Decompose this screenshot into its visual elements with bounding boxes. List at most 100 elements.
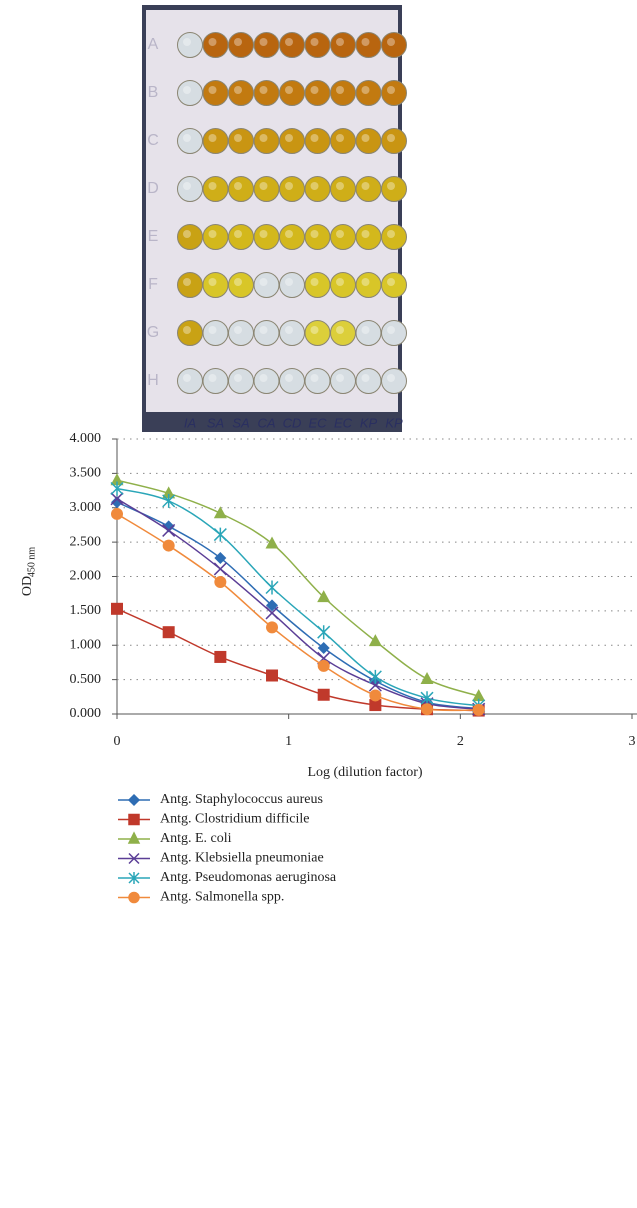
- well: [177, 128, 203, 154]
- legend-label: Antg. Staphylococcus aureus: [160, 792, 323, 807]
- well: [228, 224, 254, 250]
- marker: [317, 688, 330, 701]
- y-tick-label: 3.000: [70, 500, 102, 515]
- well: [330, 224, 356, 250]
- well: [228, 368, 254, 394]
- y-axis-title-main: OD: [20, 576, 35, 596]
- plate: [146, 10, 398, 412]
- plate-photo: [142, 5, 407, 432]
- well: [202, 320, 229, 346]
- well-highlight: [183, 134, 191, 142]
- legend-marker: [128, 852, 140, 865]
- column-label: SA: [207, 415, 224, 430]
- well-highlight: [234, 374, 242, 382]
- well: [202, 224, 229, 250]
- well-highlight: [310, 86, 319, 94]
- well-highlight: [259, 134, 268, 142]
- well: [253, 368, 280, 394]
- y-tick-label: 2.000: [70, 569, 102, 584]
- column-label: CD: [283, 415, 302, 430]
- well-highlight: [336, 374, 344, 382]
- legend-label: Antg. Salmonella spp.: [160, 890, 284, 905]
- well: [355, 272, 382, 298]
- well-highlight: [310, 374, 319, 382]
- legend-marker: [128, 872, 140, 884]
- column-label: KP: [385, 415, 403, 430]
- well: [253, 80, 280, 106]
- well: [355, 320, 382, 346]
- marker: [110, 481, 124, 496]
- marker: [265, 606, 279, 620]
- well: [355, 80, 382, 106]
- well: [177, 224, 203, 250]
- well: [202, 80, 229, 106]
- column-label: EC: [308, 415, 327, 430]
- well: [253, 320, 280, 346]
- well-highlight: [234, 182, 242, 190]
- well: [304, 272, 331, 298]
- well: [355, 176, 382, 202]
- well: [177, 80, 203, 106]
- well-highlight: [234, 38, 242, 46]
- row-label: B: [148, 84, 159, 101]
- marker: [317, 590, 331, 603]
- well: [202, 176, 229, 202]
- well-highlight: [259, 230, 268, 238]
- well-highlight: [234, 86, 242, 94]
- well-highlight: [285, 374, 293, 382]
- well-highlight: [208, 182, 217, 190]
- marker: [369, 699, 382, 712]
- well-highlight: [310, 182, 319, 190]
- marker: [213, 527, 227, 542]
- well-highlight: [361, 230, 370, 238]
- well-highlight: [361, 326, 370, 334]
- well: [355, 224, 382, 250]
- x-tick-label: 0: [114, 734, 121, 749]
- well-highlight: [208, 326, 217, 334]
- well: [202, 32, 229, 58]
- well: [381, 176, 407, 202]
- well: [279, 368, 305, 394]
- well-highlight: [387, 230, 395, 238]
- series-line: [116, 513, 479, 712]
- well-highlight: [285, 278, 293, 286]
- well-highlight: [259, 326, 268, 334]
- well: [381, 272, 407, 298]
- row-label: G: [147, 324, 159, 341]
- well: [381, 32, 407, 58]
- well-highlight: [361, 38, 370, 46]
- well-highlight: [361, 278, 370, 286]
- well: [381, 320, 407, 346]
- well: [381, 128, 407, 154]
- well-highlight: [285, 38, 293, 46]
- y-tick-label: 3.500: [70, 466, 102, 481]
- well: [304, 368, 331, 394]
- well-highlight: [183, 230, 191, 238]
- well-highlight: [387, 38, 395, 46]
- x-tick-label: 2: [457, 734, 464, 749]
- well: [279, 80, 305, 106]
- row-label: F: [148, 276, 158, 293]
- column-label: SA: [232, 415, 249, 430]
- marker: [317, 659, 330, 672]
- series-line: [116, 487, 479, 707]
- well-highlight: [310, 230, 319, 238]
- well-highlight: [387, 134, 395, 142]
- well: [177, 32, 203, 58]
- well: [330, 176, 356, 202]
- well: [228, 272, 254, 298]
- well-highlight: [361, 374, 370, 382]
- marker: [368, 634, 382, 647]
- well: [355, 128, 382, 154]
- series-line: [116, 501, 479, 710]
- marker: [162, 626, 175, 639]
- well: [355, 368, 382, 394]
- well: [228, 320, 254, 346]
- legend-label: Antg. Clostridium difficile: [160, 812, 309, 827]
- well-highlight: [336, 86, 344, 94]
- well: [202, 128, 229, 154]
- well-highlight: [285, 230, 293, 238]
- x-tick-label: 3: [629, 734, 636, 749]
- well: [304, 320, 331, 346]
- well-highlight: [208, 374, 217, 382]
